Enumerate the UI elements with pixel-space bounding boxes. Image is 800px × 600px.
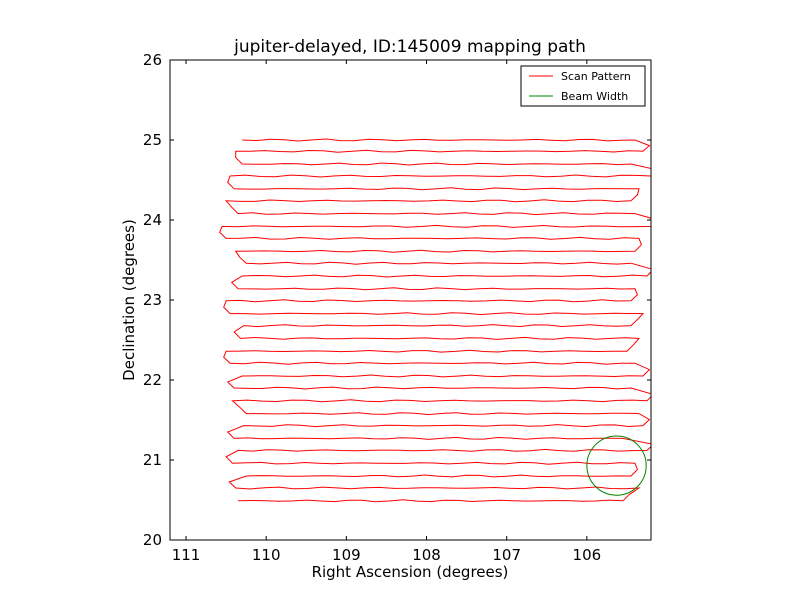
y-tick-label: 21 bbox=[143, 451, 162, 469]
y-tick-label: 26 bbox=[143, 51, 162, 69]
chart-title: jupiter-delayed, ID:145009 mapping path bbox=[233, 37, 586, 57]
y-tick-label: 25 bbox=[143, 131, 162, 149]
x-axis-label: Right Ascension (degrees) bbox=[312, 563, 509, 581]
y-axis-label: Declination (degrees) bbox=[120, 219, 138, 381]
x-axis: 111 110 109 108 107 106 bbox=[172, 60, 601, 564]
x-tick-label: 106 bbox=[573, 546, 602, 564]
legend: Scan Pattern Beam Width bbox=[520, 65, 646, 107]
x-tick-label: 109 bbox=[332, 546, 361, 564]
legend-beam-width-label: Beam Width bbox=[561, 90, 628, 103]
y-tick-label: 24 bbox=[143, 211, 162, 229]
x-tick-label: 108 bbox=[412, 546, 441, 564]
y-tick-label: 22 bbox=[143, 371, 162, 389]
y-axis: 20 21 22 23 24 25 26 bbox=[143, 51, 651, 549]
y-tick-label: 20 bbox=[143, 531, 162, 549]
beam-width-circle bbox=[586, 435, 647, 496]
legend-scan-pattern-label: Scan Pattern bbox=[561, 70, 631, 83]
y-tick-label: 23 bbox=[143, 291, 162, 309]
x-tick-label: 111 bbox=[172, 546, 201, 564]
x-tick-label: 107 bbox=[492, 546, 521, 564]
legend-box bbox=[520, 65, 646, 107]
plot-area bbox=[219, 138, 651, 503]
x-tick-label: 110 bbox=[252, 546, 281, 564]
